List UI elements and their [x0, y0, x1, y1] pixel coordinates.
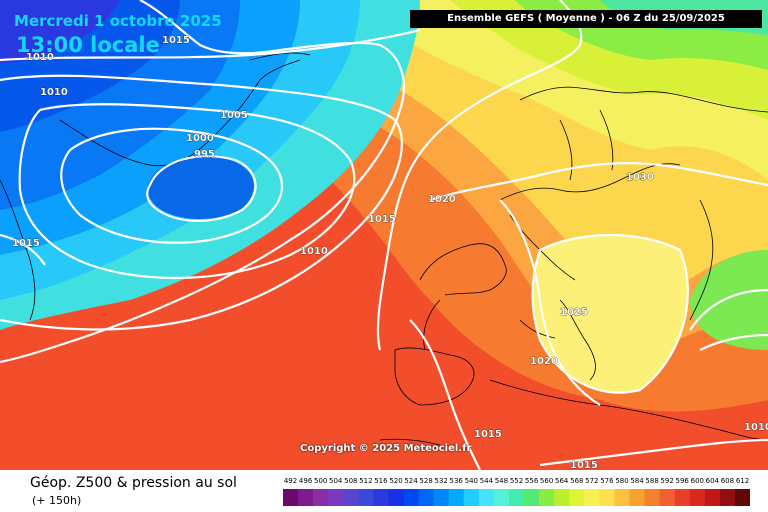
- scale-swatch: [569, 489, 585, 506]
- scale-tick-label: 504: [329, 477, 343, 485]
- scale-swatch: [644, 489, 661, 506]
- scale-tick-label: 596: [675, 477, 689, 485]
- isobar-label: 1005: [220, 110, 248, 121]
- legend-subtitle: (+ 150h): [32, 494, 82, 507]
- forecast-time: 13:00 locale: [16, 33, 160, 57]
- scale-tick-label: 536: [449, 477, 463, 485]
- isobar-labels: 1015101010101005100099510151015102010101…: [12, 35, 768, 470]
- forecast-date: Mercredi 1 octobre 2025: [14, 12, 222, 30]
- scale-swatch: [478, 489, 495, 506]
- scale-swatch: [584, 489, 600, 506]
- scale-tick-label: 516: [374, 477, 388, 485]
- color-scale: [283, 489, 750, 506]
- scale-tick-label: 552: [509, 477, 524, 485]
- scale-swatch: [343, 489, 359, 506]
- scale-swatch: [388, 489, 405, 506]
- color-scale-labels: 492 496 500 504 508 512 516 520 524 528 532 536 540 5…: [283, 477, 750, 489]
- scale-tick-label: 584: [630, 477, 644, 485]
- scale-tick-label: 524: [404, 477, 418, 485]
- scale-tick-label: 612: [735, 477, 750, 485]
- scale-tick-label: 520: [389, 477, 403, 485]
- scale-tick-label: 568: [570, 477, 584, 485]
- scale-tick-label: 508: [344, 477, 358, 485]
- scale-tick-label: 500: [314, 477, 328, 485]
- scale-swatch: [433, 489, 450, 506]
- scale-swatch: [493, 489, 510, 506]
- scale-tick-label: 600: [690, 477, 704, 485]
- scale-tick-label: 564: [555, 477, 569, 485]
- copyright-notice: Copyright © 2025 Meteociel.fr: [300, 443, 472, 454]
- scale-tick-label: 492: [283, 477, 298, 485]
- scale-swatch: [524, 489, 540, 506]
- isobars: [0, 0, 768, 470]
- model-run-banner: Ensemble GEFS ( Moyenne ) - 06 Z du 25/0…: [410, 10, 762, 28]
- scale-tick-label: 512: [359, 477, 373, 485]
- scale-tick-label: 572: [585, 477, 599, 485]
- isobar-label: 1010: [300, 246, 328, 257]
- isobar-label: 1015: [162, 35, 190, 46]
- scale-swatch: [599, 489, 615, 506]
- isobar-label: 1015: [474, 429, 502, 440]
- band-cold-6: [0, 0, 120, 64]
- scale-tick-label: 528: [419, 477, 433, 485]
- isobar-label: 1020: [428, 194, 456, 205]
- scale-swatch: [298, 489, 314, 506]
- scale-swatch: [539, 489, 555, 506]
- scale-swatch: [313, 489, 329, 506]
- isobar-label: 1020: [530, 356, 558, 367]
- scale-tick-label: 560: [539, 477, 554, 485]
- legend-title: Géop. Z500 & pression au sol: [30, 475, 237, 491]
- scale-swatch: [674, 489, 691, 506]
- isobar-label: 995: [194, 149, 215, 160]
- isobar-label: 1015: [368, 214, 396, 225]
- scale-swatch: [463, 489, 480, 506]
- scale-swatch: [719, 489, 736, 506]
- scale-tick-label: 576: [600, 477, 614, 485]
- geopotential-map: 1015101010101005100099510151015102010101…: [0, 0, 768, 470]
- scale-swatch: [418, 489, 435, 506]
- scale-tick-label: 496: [298, 477, 313, 485]
- scale-swatch: [373, 489, 389, 506]
- isobar-label: 1030: [626, 172, 654, 183]
- scale-tick-label: 532: [434, 477, 448, 485]
- scale-tick-label: 604: [705, 477, 719, 485]
- isobar-label: 1015: [570, 460, 598, 470]
- isobar-label: 1015: [12, 238, 40, 249]
- scale-swatch: [403, 489, 420, 506]
- scale-tick-label: 608: [720, 477, 735, 485]
- scale-tick-label: 580: [615, 477, 629, 485]
- scale-swatch: [614, 489, 630, 506]
- scale-tick-label: 556: [524, 477, 539, 485]
- isobar-label: 1010: [26, 52, 54, 63]
- coastlines: [0, 52, 768, 446]
- isobar-label: 1025: [560, 307, 588, 318]
- scale-swatch: [689, 489, 706, 506]
- band-564-south: [532, 235, 688, 393]
- scale-swatch: [734, 489, 750, 506]
- scale-tick-label: 544: [479, 477, 494, 485]
- scale-swatch: [659, 489, 676, 506]
- cold-low-core: [147, 156, 254, 220]
- isobar-label: 1010: [40, 87, 68, 98]
- scale-tick-label: 540: [464, 477, 478, 485]
- scale-swatch: [554, 489, 570, 506]
- scale-tick-label: 592: [660, 477, 674, 485]
- scale-swatch: [283, 489, 299, 506]
- scale-swatch: [508, 489, 525, 506]
- scale-tick-label: 548: [494, 477, 509, 485]
- scale-tick-label: 588: [645, 477, 659, 485]
- scale-swatch: [629, 489, 646, 506]
- scale-swatch: [704, 489, 721, 506]
- scale-swatch: [448, 489, 465, 506]
- isobar-label: 1000: [186, 133, 214, 144]
- scale-swatch: [358, 489, 374, 506]
- scale-swatch: [328, 489, 344, 506]
- isobar-label: 1010: [744, 422, 768, 433]
